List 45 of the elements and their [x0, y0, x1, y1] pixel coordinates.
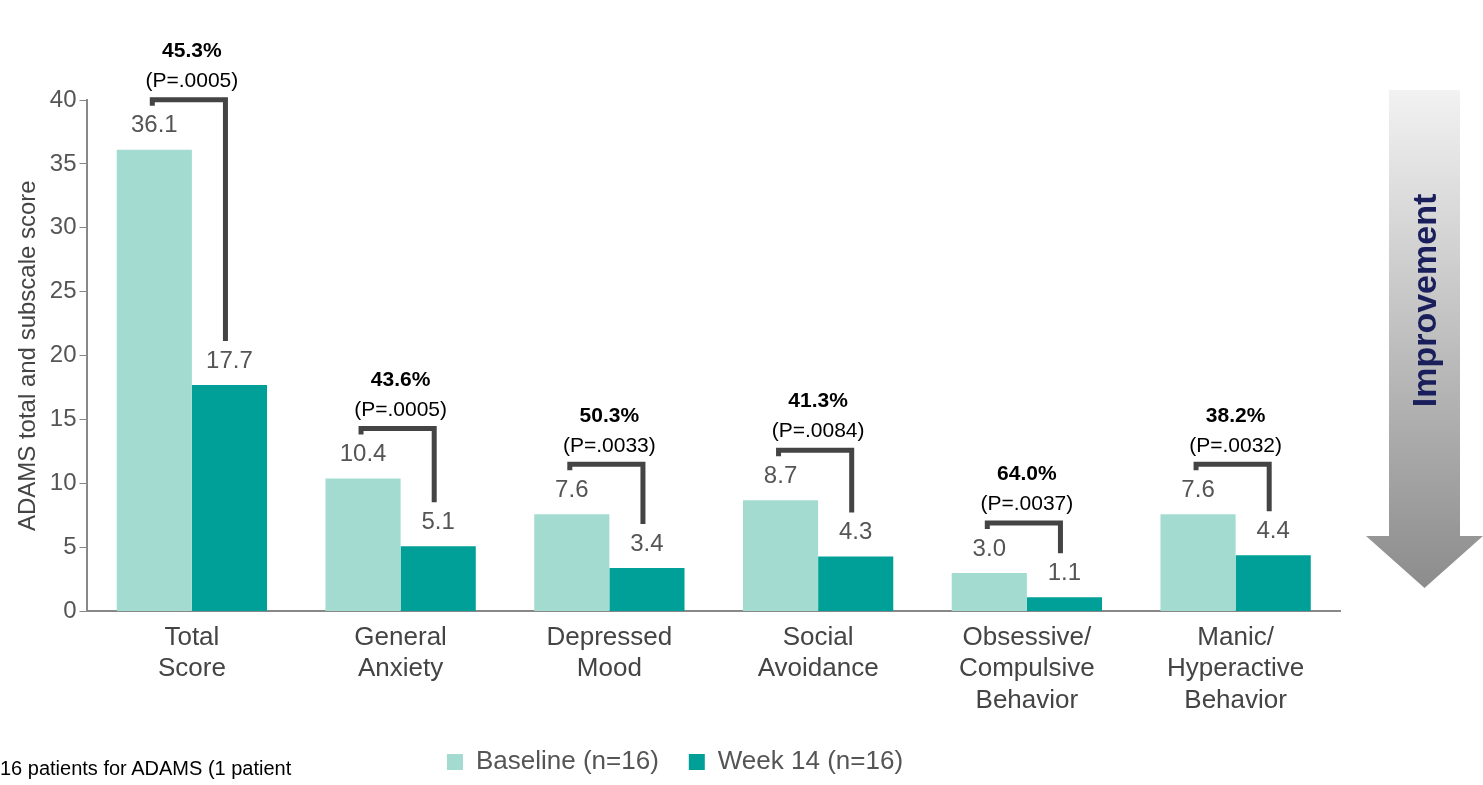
y-tick-label: 0 — [63, 596, 77, 624]
legend-label: Baseline (n=16) — [475, 745, 659, 776]
data-label: 8.7 — [763, 460, 798, 488]
data-label: 1.1 — [1047, 557, 1082, 585]
data-label: 10.4 — [339, 439, 387, 467]
data-label: 3.4 — [630, 528, 664, 556]
bar — [1235, 555, 1311, 611]
annotation: 41.3% (P=.0084) — [771, 388, 865, 442]
bar — [609, 567, 685, 611]
y-tick-label: 15 — [49, 404, 77, 432]
y-tick-label: 35 — [49, 148, 77, 176]
y-axis-title: ADAMS total and subscale score — [13, 180, 41, 532]
bar — [1026, 597, 1103, 611]
bar — [951, 573, 1027, 611]
x-tick-label: Obsessive/ Compulsive Behavior — [958, 621, 1095, 714]
x-tick-label: Social Avoidance — [757, 621, 879, 683]
x-tick-label: General Anxiety — [354, 621, 447, 683]
text: 16 patients for ADAMS (1 patient — [0, 757, 292, 780]
bar — [400, 546, 476, 611]
data-label: 7.6 — [1181, 474, 1215, 502]
data-label: 17.7 — [206, 345, 253, 373]
annotation: 43.6% (P=.0005) — [354, 366, 448, 420]
y-tick-label: 20 — [49, 340, 77, 368]
x-tick-label: Depressed Mood — [546, 621, 673, 683]
annotation: 50.3% (P=.0033) — [562, 402, 656, 456]
text: 45.3% (P=.0005) — [145, 38, 239, 92]
legend-label: Week 14 (n=16) — [717, 745, 904, 776]
y-tick-label: 5 — [63, 532, 77, 560]
y-tick-label: 25 — [49, 276, 77, 304]
data-label: 5.1 — [421, 506, 455, 534]
y-tick-label: 10 — [49, 468, 77, 496]
annotation: 64.0% (P=.0037) — [980, 461, 1074, 515]
data-label: 4.4 — [1256, 515, 1290, 543]
text: Improvement — [1405, 193, 1445, 407]
y-tick-label: 40 — [49, 84, 77, 112]
bar — [191, 385, 268, 611]
data-label: 36.1 — [130, 110, 178, 138]
data-label: 4.3 — [839, 517, 873, 545]
x-tick-label: Manic/ Hyperactive Behavior — [1166, 621, 1305, 714]
annotation: 38.2% (P=.0032) — [1189, 402, 1283, 456]
data-label: 7.6 — [555, 474, 589, 502]
data-label: 3.0 — [972, 533, 1006, 561]
y-tick-label: 30 — [49, 212, 77, 240]
bar — [818, 556, 894, 611]
x-tick-label: Total Score — [157, 621, 226, 683]
